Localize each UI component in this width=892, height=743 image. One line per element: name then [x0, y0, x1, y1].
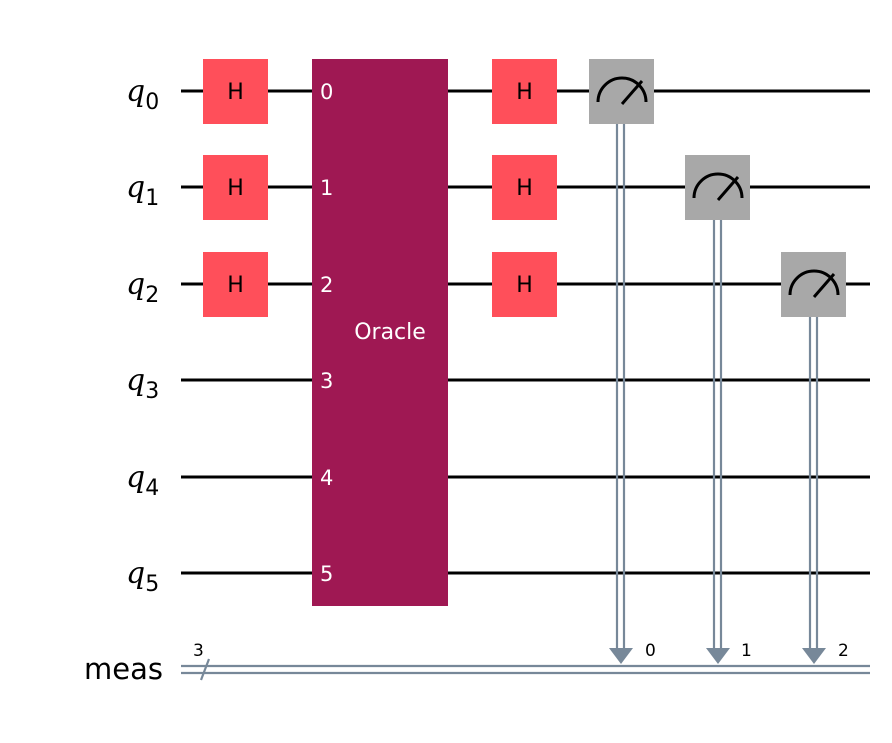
qubit-label-1: q1: [126, 170, 159, 211]
hadamard-box: [492, 155, 557, 220]
oracle-pin-3: 3: [320, 369, 333, 393]
qubit-label-0: q0: [126, 74, 159, 115]
measure-gate-q2[interactable]: 2: [781, 252, 849, 664]
measure-gate-q0[interactable]: 0: [589, 59, 656, 664]
measure-gate-q1[interactable]: 1: [685, 155, 752, 664]
hadamard-layer-2: H H H: [492, 59, 557, 317]
measure-bit-label: 1: [741, 641, 752, 661]
measure-arrow-icon: [802, 648, 826, 664]
hadamard-label: H: [227, 176, 244, 201]
hadamard-box: [203, 252, 268, 317]
hadamard-box: [492, 252, 557, 317]
qubit-label-5: q5: [126, 556, 159, 597]
oracle-gate[interactable]: 0 1 2 3 4 5 Oracle: [312, 59, 448, 606]
oracle-pin-4: 4: [320, 466, 333, 490]
oracle-pin-0: 0: [320, 80, 333, 104]
hadamard-gate-q2-a[interactable]: H: [203, 252, 268, 317]
classical-register-label: meas: [84, 652, 163, 686]
meter-icon: [692, 172, 744, 199]
qubit-label-4: q4: [126, 460, 159, 501]
hadamard-gate-q0-b[interactable]: H: [492, 59, 557, 124]
hadamard-box: [492, 59, 557, 124]
hadamard-gate-q1-b[interactable]: H: [492, 155, 557, 220]
meter-needle-icon: [716, 176, 740, 201]
hadamard-gate-q1-a[interactable]: H: [203, 155, 268, 220]
meter-needle-icon: [812, 273, 836, 298]
measurements: 0 1 2: [589, 59, 849, 664]
qubit-labels: q0 q1 q2 q3 q4 q5: [126, 74, 159, 597]
hadamard-label: H: [516, 176, 533, 201]
register-width-label: 3: [193, 641, 204, 661]
oracle-pin-1: 1: [320, 176, 333, 200]
hadamard-label: H: [227, 80, 244, 105]
register-width-slash: [199, 658, 211, 681]
meter-icon: [788, 269, 840, 296]
oracle-pin-5: 5: [320, 562, 333, 586]
hadamard-layer-1: H H H: [203, 59, 268, 317]
measure-arrow-icon: [609, 648, 633, 664]
hadamard-label: H: [227, 273, 244, 298]
oracle-label: Oracle: [354, 320, 426, 345]
hadamard-box: [203, 155, 268, 220]
meter-needle-icon: [620, 80, 644, 105]
hadamard-label: H: [516, 273, 533, 298]
meter-icon: [596, 76, 648, 103]
measure-arrow-icon: [706, 648, 730, 664]
hadamard-label: H: [516, 80, 533, 105]
hadamard-gate-q2-b[interactable]: H: [492, 252, 557, 317]
oracle-box: [312, 59, 448, 606]
qubit-label-3: q3: [126, 363, 159, 404]
hadamard-box: [203, 59, 268, 124]
classical-register-wire: 3: [181, 641, 870, 681]
measure-bit-label: 2: [838, 641, 849, 661]
hadamard-gate-q0-a[interactable]: H: [203, 59, 268, 124]
oracle-pin-2: 2: [320, 273, 333, 297]
qubit-label-2: q2: [126, 267, 159, 308]
measure-bit-label: 0: [645, 641, 656, 661]
